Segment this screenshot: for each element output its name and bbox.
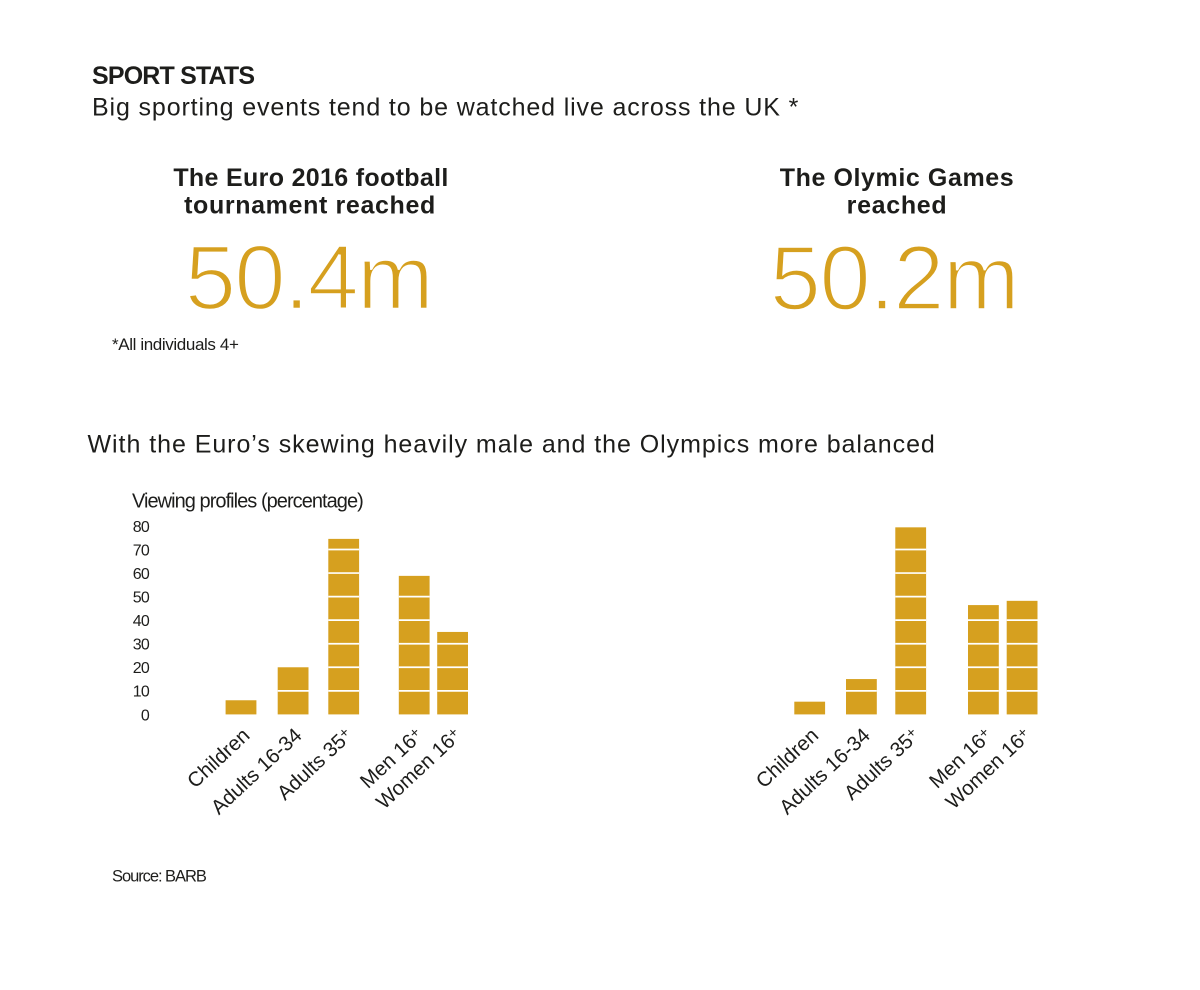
svg-text:tournament reached: tournament reached bbox=[184, 192, 436, 220]
svg-text:60: 60 bbox=[133, 566, 150, 583]
svg-text:30: 30 bbox=[133, 637, 150, 654]
svg-text:reached: reached bbox=[847, 192, 948, 220]
svg-text:50.4m: 50.4m bbox=[185, 227, 432, 329]
svg-text:With the Euro’s skewing heavil: With the Euro’s skewing heavily male and… bbox=[88, 431, 936, 459]
svg-text:10: 10 bbox=[133, 684, 150, 701]
svg-text:50.2m: 50.2m bbox=[770, 228, 1018, 330]
svg-text:20: 20 bbox=[133, 660, 150, 677]
svg-text:40: 40 bbox=[133, 613, 150, 630]
svg-text:0: 0 bbox=[141, 707, 150, 724]
svg-text:50: 50 bbox=[133, 590, 150, 607]
svg-text:The Olymic Games: The Olymic Games bbox=[780, 164, 1015, 192]
svg-text:Source: BARB: Source: BARB bbox=[112, 868, 207, 886]
svg-text:Viewing profiles (percentage): Viewing profiles (percentage) bbox=[132, 491, 363, 513]
svg-text:70: 70 bbox=[133, 542, 150, 559]
svg-text:SPORT STATS: SPORT STATS bbox=[92, 62, 254, 90]
svg-text:80: 80 bbox=[133, 519, 150, 536]
svg-text:*All individuals 4+: *All individuals 4+ bbox=[112, 335, 239, 354]
svg-text:The Euro 2016 football: The Euro 2016 football bbox=[173, 164, 448, 192]
svg-text:Big sporting events tend to be: Big sporting events tend to be watched l… bbox=[92, 94, 799, 122]
